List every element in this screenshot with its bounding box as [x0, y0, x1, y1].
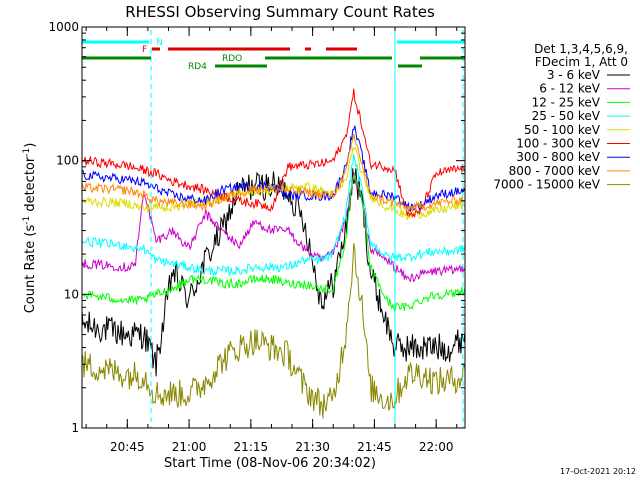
legend: Det 1,3,4,5,6,9, FDecim 1, Att 0 3 - 6 k… — [493, 42, 630, 192]
x-tick-label-3: 21:15 — [234, 440, 269, 454]
y-axis-label: Count Rate (s-1 detector-1) — [22, 143, 38, 314]
marker-layer: NF RDO RD4 — [82, 30, 465, 428]
series-line-5 — [81, 146, 466, 221]
x-tick-label-5: 21:45 — [357, 440, 392, 454]
y-axis-label-part-2: detector — [23, 156, 38, 216]
x-tick-label-1: 20:45 — [110, 440, 145, 454]
x-tick-label-2: 21:00 — [172, 440, 207, 454]
generation-timestamp: 17-Oct-2021 20:12 — [560, 467, 636, 476]
y-axis-label-part-3: ) — [23, 143, 38, 148]
y-tick-label-4: 1000 — [48, 20, 79, 34]
series-line-9 — [81, 243, 466, 419]
x-tick-label-6: 22:00 — [419, 440, 454, 454]
night-label: N — [156, 38, 163, 48]
series-line-1 — [81, 168, 466, 377]
y-axis-label-part-1: Count Rate (s — [23, 225, 38, 314]
x-tick-label-4: 21:30 — [295, 440, 330, 454]
series-line-4 — [81, 153, 466, 278]
plot-area: NF RDO RD4 — [81, 30, 466, 428]
legend-entry-5: 50 - 100 keV — [524, 123, 601, 137]
y-axis-label-sup-2: -1 — [22, 148, 32, 157]
y-tick-label-2: 10 — [64, 287, 79, 301]
legend-entry-8: 800 - 7000 keV — [509, 164, 601, 178]
rdo-label: RDO — [222, 54, 242, 64]
x-axis-label: Start Time (08-Nov-06 20:34:02) — [164, 456, 376, 471]
rd4-label: RD4 — [188, 62, 207, 72]
legend-entry-1: 3 - 6 keV — [547, 68, 601, 82]
plot-frame — [81, 26, 466, 429]
y-tick-label-1: 1 — [71, 421, 79, 435]
legend-entry-6: 100 - 300 keV — [516, 137, 600, 151]
chart-title: RHESSI Observing Summary Count Rates — [125, 3, 435, 21]
axis-layer: 1 10 100 1000 20:45 21:00 21:15 21:30 21:45 22:00 — [48, 20, 465, 454]
series-layer — [81, 88, 466, 419]
series-line-8 — [81, 133, 466, 213]
legend-entry-2: 6 - 12 keV — [539, 82, 601, 96]
legend-header-line-2: FDecim 1, Att 0 — [535, 55, 628, 69]
legend-entry-3: 12 - 25 keV — [532, 95, 601, 109]
legend-header-line-1: Det 1,3,4,5,6,9, — [534, 42, 628, 56]
legend-entry-4: 25 - 50 keV — [532, 109, 601, 123]
series-line-3 — [81, 172, 466, 312]
series-line-2 — [81, 172, 466, 283]
y-tick-label-3: 100 — [56, 154, 79, 168]
legend-entry-7: 300 - 800 keV — [516, 150, 600, 164]
legend-entry-9: 7000 - 15000 keV — [493, 178, 600, 192]
flare-label: F — [142, 45, 147, 55]
y-axis-label-sup-1: -1 — [22, 216, 32, 225]
series-line-6 — [81, 88, 466, 218]
